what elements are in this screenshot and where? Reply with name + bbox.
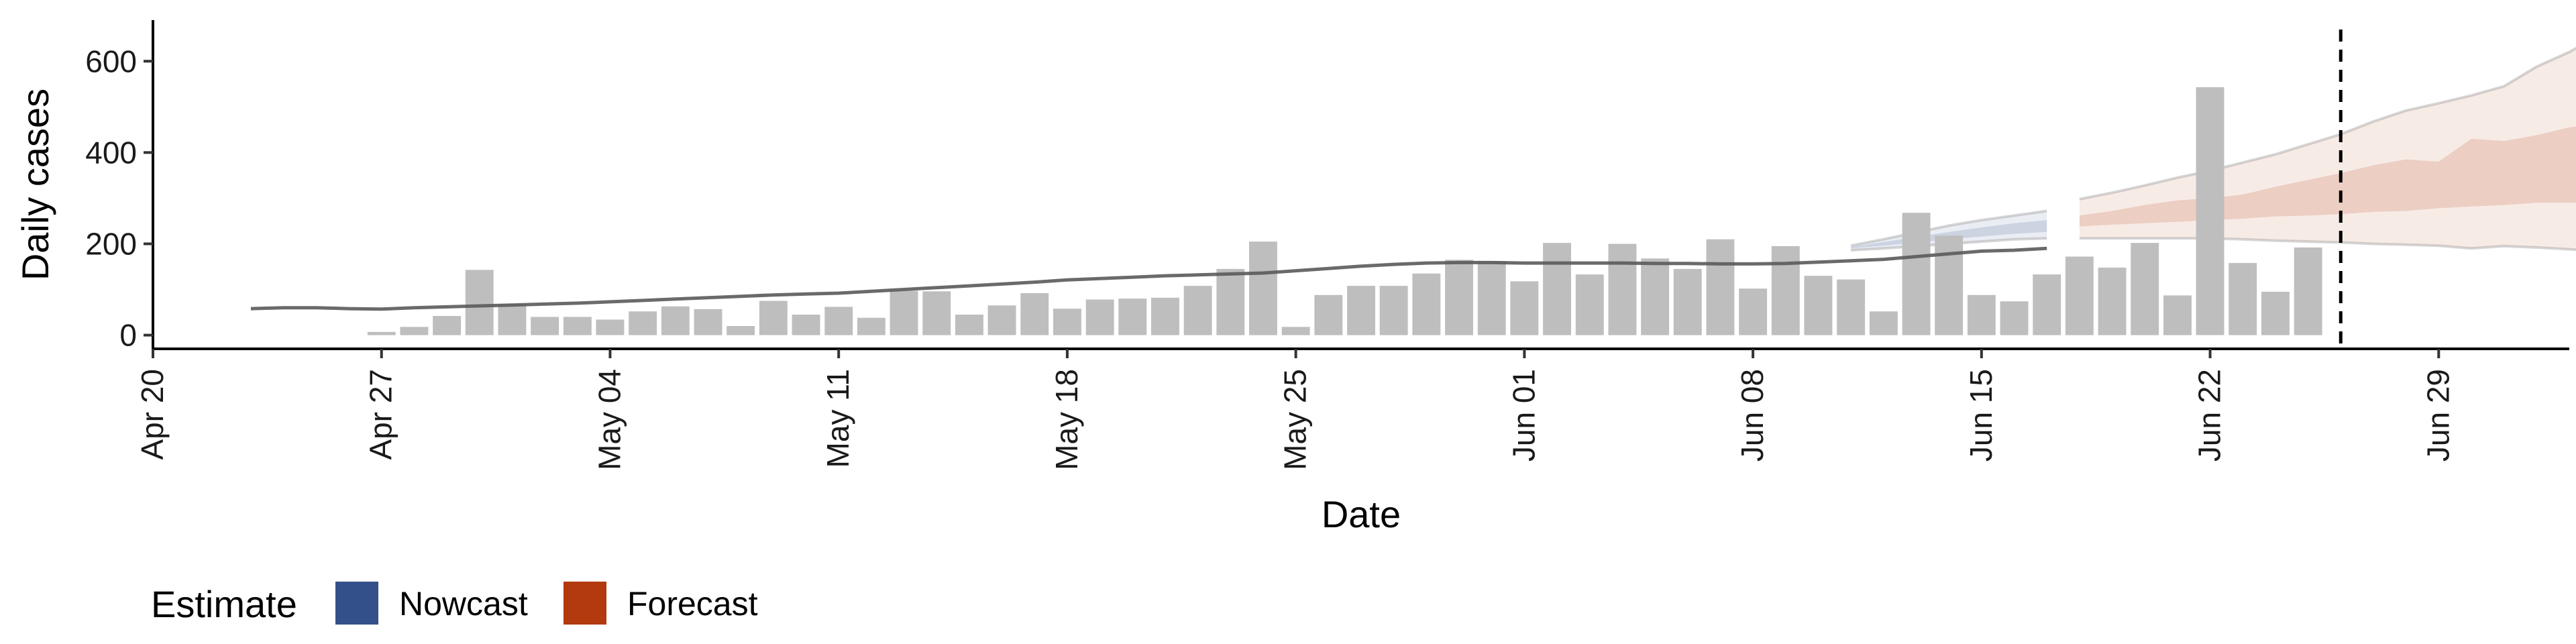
case-bar [1053,309,1081,335]
case-bar [2098,267,2127,335]
y-tick-label: 0 [119,318,137,353]
x-tick-label: May 25 [1278,369,1313,470]
case-bar [1379,286,1408,335]
case-bar [987,305,1016,335]
case-bar [1935,235,1964,335]
case-bar [1118,299,1147,335]
case-bar [1151,297,1179,335]
case-bar [2065,256,2094,335]
case-bar [890,290,918,335]
case-bar [1608,244,1637,335]
x-tick-label: May 11 [820,369,855,468]
case-bar [727,326,755,335]
case-bar [2163,295,2192,335]
nowcast-upper-edge [1850,209,2047,248]
x-axis-title: Date [1322,493,1401,535]
legend: Estimate Nowcast Forecast [151,582,758,625]
case-bar [465,270,494,335]
x-tick-label: Jun 15 [1964,369,1998,462]
case-bar [1412,273,1441,335]
case-bar [1837,279,1866,335]
case-bar [1510,281,1539,335]
case-bar [498,304,527,335]
y-tick-label: 400 [85,135,137,170]
case-bar [1281,327,1310,335]
legend-label-nowcast: Nowcast [399,585,528,623]
case-bar [2294,247,2322,335]
case-bar [2261,291,2290,335]
case-bar [1020,293,1049,335]
case-bar [531,317,559,335]
x-tick-label: Jun 29 [2420,369,2455,462]
case-bar [824,307,853,335]
case-bar [1771,246,1800,335]
case-bar [955,315,983,335]
case-bar [1347,286,1375,335]
case-bar [596,319,625,335]
case-bar [1216,268,1245,335]
nowcast-inner-band [1851,220,2047,249]
y-axis-title: Daily cases [14,89,56,280]
x-tick-label: Apr 20 [135,369,170,460]
trend-lines [250,30,2343,349]
case-bar [1477,261,1506,335]
trend-line [250,246,2047,311]
x-tick-label: Jun 22 [2192,369,2227,462]
case-bar [792,315,820,335]
case-bar [2229,263,2257,335]
legend-title: Estimate [151,583,297,625]
case-bar [629,311,657,335]
case-bar [1706,239,1735,335]
case-bar [1967,294,1996,335]
case-bar [1902,213,1931,335]
nowcast-outer-band [1851,211,2047,250]
case-bar [1543,243,1571,335]
case-bar [1641,258,1670,335]
case-bar [1869,311,1898,335]
case-bar [563,317,592,335]
case-bar [1673,268,1702,335]
tick-labels: 0 200 400 600 Apr 20 Apr 27 May 04 May 11 May 18… [85,44,2455,470]
x-tick-label: May 04 [592,369,627,470]
case-bar [1249,241,1277,335]
case-bar [857,317,885,335]
legend-label-forecast: Forecast [627,585,758,623]
case-bar [2196,87,2224,335]
case-bar [400,327,429,335]
daily-case-bars [367,87,2322,335]
axes [144,20,2569,358]
case-bar [2033,274,2061,335]
legend-swatch-nowcast [335,582,378,625]
x-tick-label: Apr 27 [364,369,398,460]
x-tick-label: Jun 01 [1506,369,1541,462]
case-bar [661,306,690,335]
x-tick-label: Jun 08 [1735,369,1770,462]
case-bar [1085,299,1114,335]
case-bar [1575,274,1604,335]
case-bar [367,331,396,335]
case-bar [1314,294,1343,335]
case-bar [694,309,722,335]
case-bar [1445,260,1473,335]
x-tick-label: May 18 [1049,369,1084,470]
y-tick-label: 600 [85,44,137,78]
case-bar [1804,276,1833,335]
case-bar [1739,288,1768,335]
case-bar [922,291,951,335]
legend-swatch-forecast [564,582,606,625]
y-tick-label: 200 [85,226,137,261]
case-bar [2131,243,2159,335]
case-bar [433,316,462,335]
case-bar [2000,301,2029,335]
case-bar [759,301,788,335]
case-bar [1183,286,1212,335]
